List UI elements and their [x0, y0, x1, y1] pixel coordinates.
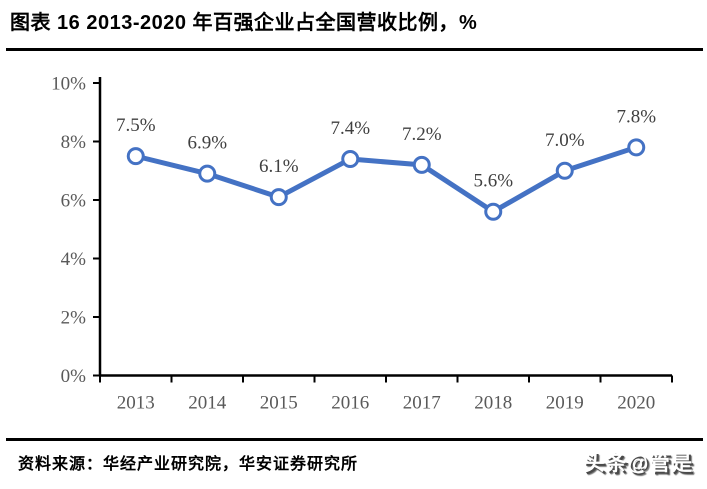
x-tick-label: 2018 [474, 393, 512, 414]
figure-title: 图表 16 2013-2020 年百强企业占全国营收比例，% [10, 12, 478, 34]
y-tick-label: 0% [61, 366, 87, 387]
y-tick-label: 2% [61, 308, 87, 329]
title-divider-line [6, 48, 703, 51]
y-tick-label: 8% [61, 132, 87, 153]
x-tick-label: 2017 [403, 393, 441, 414]
x-tick-label: 2013 [117, 393, 155, 414]
y-tick-label: 10% [51, 74, 86, 95]
x-tick-label: 2014 [188, 393, 227, 414]
data-point-label: 6.9% [187, 133, 227, 154]
x-tick-label: 2019 [546, 393, 584, 414]
data-point-label: 7.2% [402, 124, 442, 145]
chart-area: 0% 2% 4% 6% 8% 10% 2013 2014 2015 2016 2017 2018 201… [0, 60, 707, 430]
data-point-marker [126, 147, 145, 166]
watermark-text: 头条@管是 [583, 452, 693, 475]
data-point-label: 7.5% [116, 115, 156, 136]
series-line [133, 144, 639, 215]
data-point-label: 7.8% [616, 106, 656, 127]
data-point-label: 7.0% [545, 130, 585, 151]
data-point-label: 6.1% [259, 156, 299, 177]
y-tick-label: 4% [61, 249, 87, 270]
data-point-label: 5.6% [473, 171, 513, 192]
footer-divider-line [6, 438, 703, 441]
y-tick-label: 6% [61, 191, 87, 212]
data-point-marker [627, 138, 646, 157]
data-point-marker [269, 188, 288, 207]
data-point-marker [198, 164, 217, 183]
data-point-marker [484, 202, 503, 221]
data-point-marker [555, 161, 574, 180]
data-point-marker [412, 155, 431, 174]
x-tick-label: 2020 [617, 393, 655, 414]
source-note: 资料来源：华经产业研究院，华安证券研究所 [18, 456, 359, 473]
line-chart: 0% 2% 4% 6% 8% 10% 2013 2014 2015 2016 2017 2018 201… [51, 74, 673, 414]
x-tick-label: 2015 [260, 393, 298, 414]
data-point-marker [341, 150, 360, 169]
data-point-label: 7.4% [330, 118, 370, 139]
x-tick-label: 2016 [331, 393, 369, 414]
